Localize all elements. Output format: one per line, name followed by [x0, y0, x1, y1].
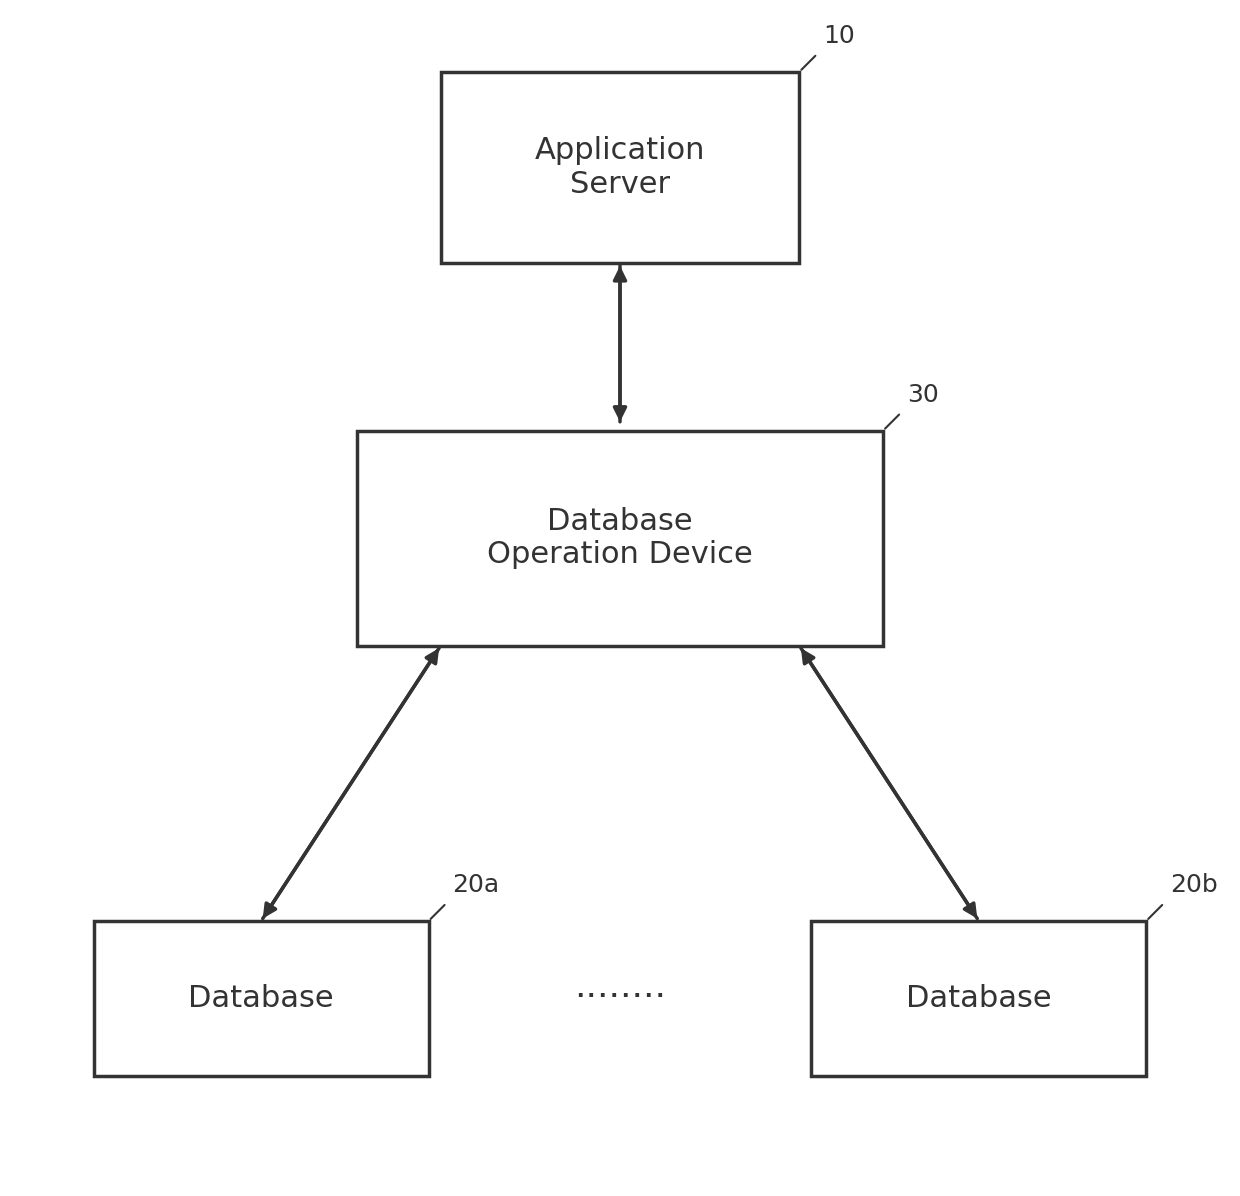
- Text: 30: 30: [906, 383, 939, 407]
- Text: ........: ........: [574, 970, 666, 1003]
- Text: 20a: 20a: [453, 873, 500, 897]
- FancyBboxPatch shape: [357, 431, 883, 646]
- Text: 20b: 20b: [1171, 873, 1218, 897]
- Text: Database: Database: [906, 984, 1052, 1013]
- Text: Application
Server: Application Server: [534, 136, 706, 199]
- Text: Database: Database: [188, 984, 334, 1013]
- Text: 10: 10: [823, 24, 856, 48]
- Text: Database
Operation Device: Database Operation Device: [487, 507, 753, 569]
- FancyBboxPatch shape: [94, 921, 429, 1076]
- FancyBboxPatch shape: [440, 72, 800, 263]
- FancyBboxPatch shape: [811, 921, 1146, 1076]
